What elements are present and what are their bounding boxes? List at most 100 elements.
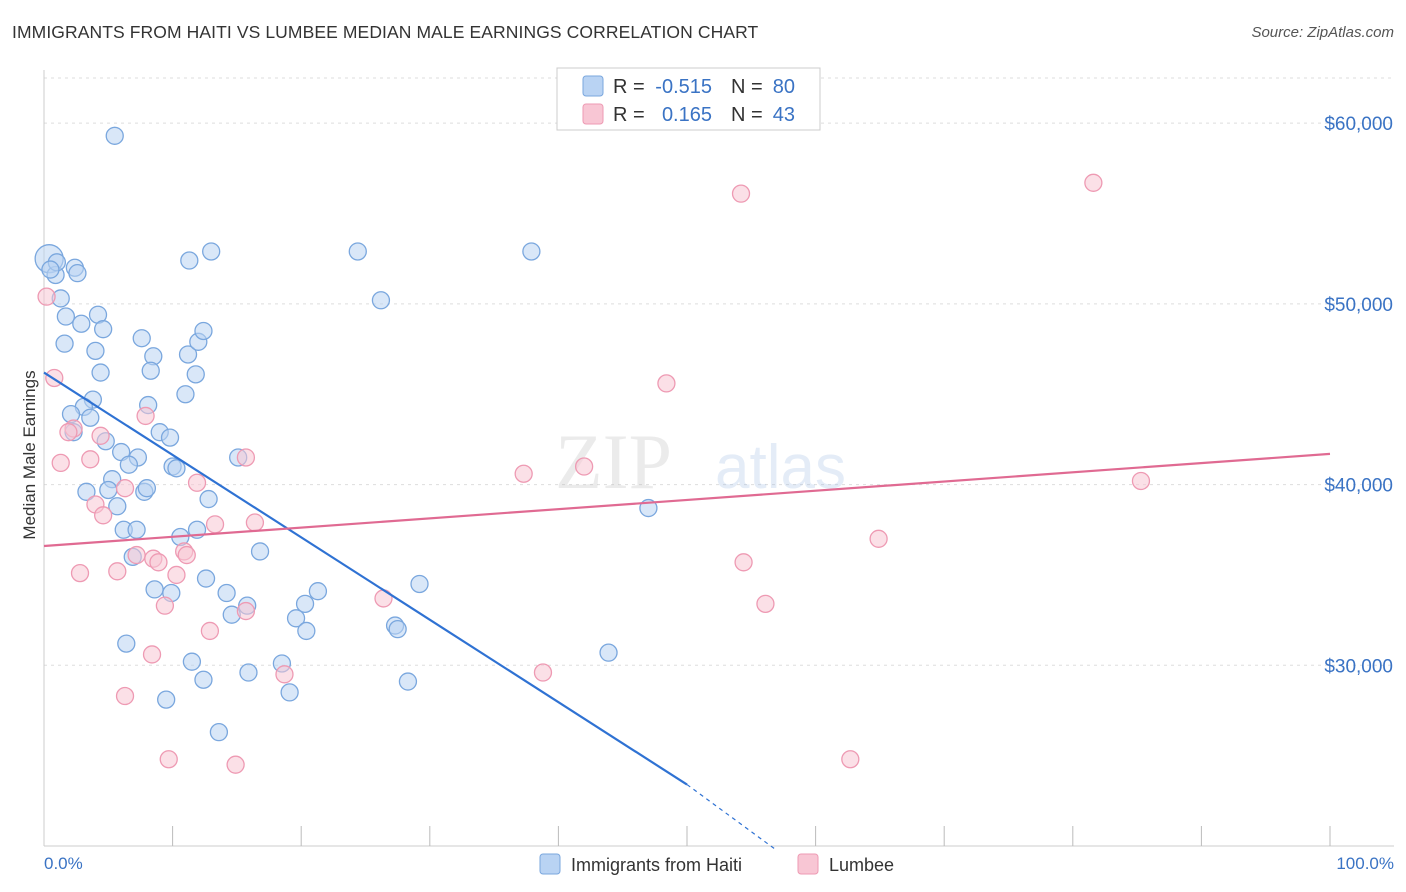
data-point	[245, 513, 265, 532]
y-tick-labels: $30,000 $40,000 $50,000 $60,000	[1324, 114, 1393, 677]
y-tick-label: $30,000	[1324, 656, 1393, 677]
axes	[43, 70, 1394, 847]
data-point	[250, 542, 270, 561]
source-note: Source: ZipAtlas.com	[1251, 24, 1394, 41]
stats-legend: R = -0.515 N = 80 R = 0.165 N = 43	[556, 67, 821, 131]
data-point	[275, 665, 294, 684]
data-point	[115, 686, 135, 706]
data-point	[167, 459, 186, 478]
legend-swatch-haiti	[582, 75, 604, 97]
data-point	[196, 569, 216, 588]
data-point	[202, 242, 221, 261]
data-point	[533, 663, 553, 682]
data-point	[136, 406, 155, 426]
data-point	[105, 126, 124, 145]
bottom-legend-label-haiti: Immigrants from Haiti	[571, 855, 742, 875]
data-point	[236, 448, 256, 467]
data-point	[149, 553, 168, 572]
x-ticks	[172, 826, 1331, 846]
bottom-legend-swatch-lumbee	[797, 853, 819, 875]
data-point	[205, 515, 225, 534]
trend-lines	[43, 371, 1331, 851]
data-point	[186, 365, 205, 384]
data-point	[286, 609, 306, 628]
data-point	[41, 260, 60, 279]
data-point	[514, 464, 533, 483]
data-point	[157, 690, 176, 709]
data-point	[280, 683, 299, 702]
data-point	[117, 634, 136, 653]
data-point	[94, 506, 113, 525]
data-point	[91, 426, 110, 445]
data-point	[115, 479, 135, 498]
data-point	[81, 450, 100, 469]
data-point	[51, 453, 70, 473]
data-point	[348, 242, 367, 261]
data-point	[599, 643, 618, 662]
bottom-legend-swatch-haiti	[539, 853, 561, 875]
data-point	[37, 287, 56, 306]
data-point	[199, 489, 218, 509]
data-point	[68, 264, 87, 283]
data-point	[56, 307, 76, 326]
y-tick-label: $40,000	[1324, 476, 1393, 497]
data-point	[236, 601, 256, 621]
data-point	[371, 291, 391, 310]
data-point	[77, 482, 96, 501]
data-point	[756, 594, 775, 614]
data-point	[200, 621, 220, 641]
series-lumbee-points	[37, 173, 1151, 774]
data-point	[226, 755, 245, 774]
data-point	[167, 565, 186, 585]
data-point	[869, 529, 888, 548]
data-point	[132, 329, 151, 348]
legend-r-label-haiti: R =	[613, 76, 645, 98]
data-point	[1084, 173, 1103, 192]
watermark-atlas: atlas	[715, 433, 846, 502]
x-tick-label-max: 100.0%	[1336, 854, 1394, 873]
data-point	[522, 242, 541, 261]
data-point	[1131, 471, 1151, 491]
legend-n-label-lumbee: N =	[731, 104, 763, 126]
data-point	[159, 750, 178, 769]
data-point	[145, 580, 164, 599]
data-point	[295, 594, 315, 614]
data-point	[177, 545, 196, 565]
x-tick-label-min: 0.0%	[44, 854, 83, 873]
data-point	[841, 750, 860, 769]
legend-swatch-lumbee	[582, 103, 604, 125]
data-point	[209, 723, 229, 742]
data-point	[72, 314, 91, 333]
legend-r-value-haiti: -0.515	[655, 76, 712, 98]
data-point	[734, 553, 753, 572]
data-point	[731, 184, 751, 203]
data-point	[137, 479, 157, 498]
data-point	[127, 520, 146, 539]
legend-n-label-haiti: N =	[731, 76, 763, 98]
data-point	[142, 645, 162, 664]
data-point	[160, 428, 180, 447]
trend-line-lumbee	[43, 452, 1331, 548]
trend-line-haiti-extension	[686, 784, 777, 851]
series-legend: Immigrants from Haiti Lumbee	[539, 853, 894, 875]
legend-r-label-lumbee: R =	[613, 104, 645, 126]
bottom-legend-label-lumbee: Lumbee	[829, 855, 894, 875]
data-point	[180, 251, 199, 270]
data-point	[410, 574, 429, 594]
data-point	[374, 589, 393, 608]
watermark-zip: ZIP	[555, 418, 672, 505]
data-point	[297, 621, 316, 641]
y-tick-label: $60,000	[1324, 114, 1393, 135]
data-point	[108, 562, 127, 581]
data-point	[217, 583, 236, 603]
y-axis-title: Median Male Earnings	[20, 370, 39, 539]
data-point	[308, 582, 328, 601]
data-point	[91, 363, 110, 382]
gridlines	[44, 77, 1394, 666]
data-point	[187, 473, 207, 492]
data-point	[574, 457, 594, 476]
data-point	[55, 334, 74, 353]
data-point	[182, 652, 202, 671]
data-point	[398, 672, 418, 691]
